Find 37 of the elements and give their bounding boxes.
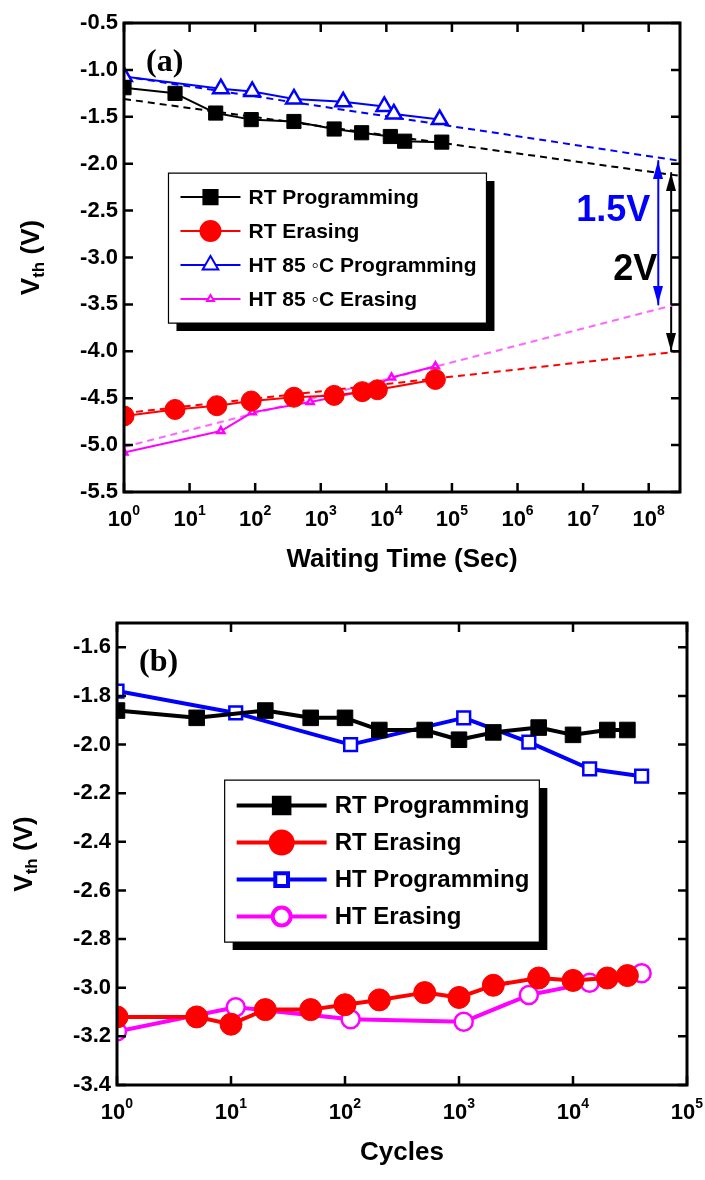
y-tick-label: -2.2 [73,779,112,805]
y-tick-label: -2.6 [73,876,112,902]
y-tick-label: -3.5 [80,290,119,316]
legend-label: RT Programming [334,791,530,819]
y-tick-label: -3.2 [73,1022,112,1048]
y-tick-label: -1.5 [80,102,119,128]
legend-label: HT 85 ◦C Erasing [248,286,417,310]
y-tick-label: -4.5 [80,384,119,410]
y-tick-label: -2.4 [73,827,112,853]
y-tick-label: -3.4 [73,1071,112,1097]
y-tick-label: -2.8 [73,925,112,951]
annotation: 2V [613,247,658,289]
y-axis-title: Vth (V) [8,816,42,892]
y-tick-label: -1.8 [73,682,112,708]
legend-label: HT Erasing [334,902,462,930]
legend-label: RT Erasing [248,218,360,242]
legend-label: RT Erasing [334,828,462,856]
annotation: (b) [139,642,179,679]
y-tick-label: -4.0 [80,337,119,363]
legend-label: HT Programming [334,865,530,893]
x-axis-title: Waiting Time (Sec) [286,543,518,574]
annotation: (a) [146,42,184,79]
y-tick-label: -5.0 [80,431,119,457]
y-tick-label: -5.5 [80,478,119,504]
y-tick-label: -3.0 [73,973,112,999]
legend-label: HT 85 ◦C Programming [248,252,477,276]
legend-label: RT Programming [248,184,419,208]
y-tick-label: -0.5 [80,9,119,35]
x-axis-title: Cycles [360,1136,444,1167]
y-tick-label: -1.0 [80,55,119,81]
y-tick-label: -1.6 [73,633,112,659]
y-tick-label: -2.0 [80,149,119,175]
y-tick-label: -2.0 [73,730,112,756]
y-tick-label: -2.5 [80,196,119,222]
y-tick-label: -3.0 [80,243,119,269]
annotation: 1.5V [576,187,651,229]
y-axis-title: Vth (V) [15,219,49,296]
